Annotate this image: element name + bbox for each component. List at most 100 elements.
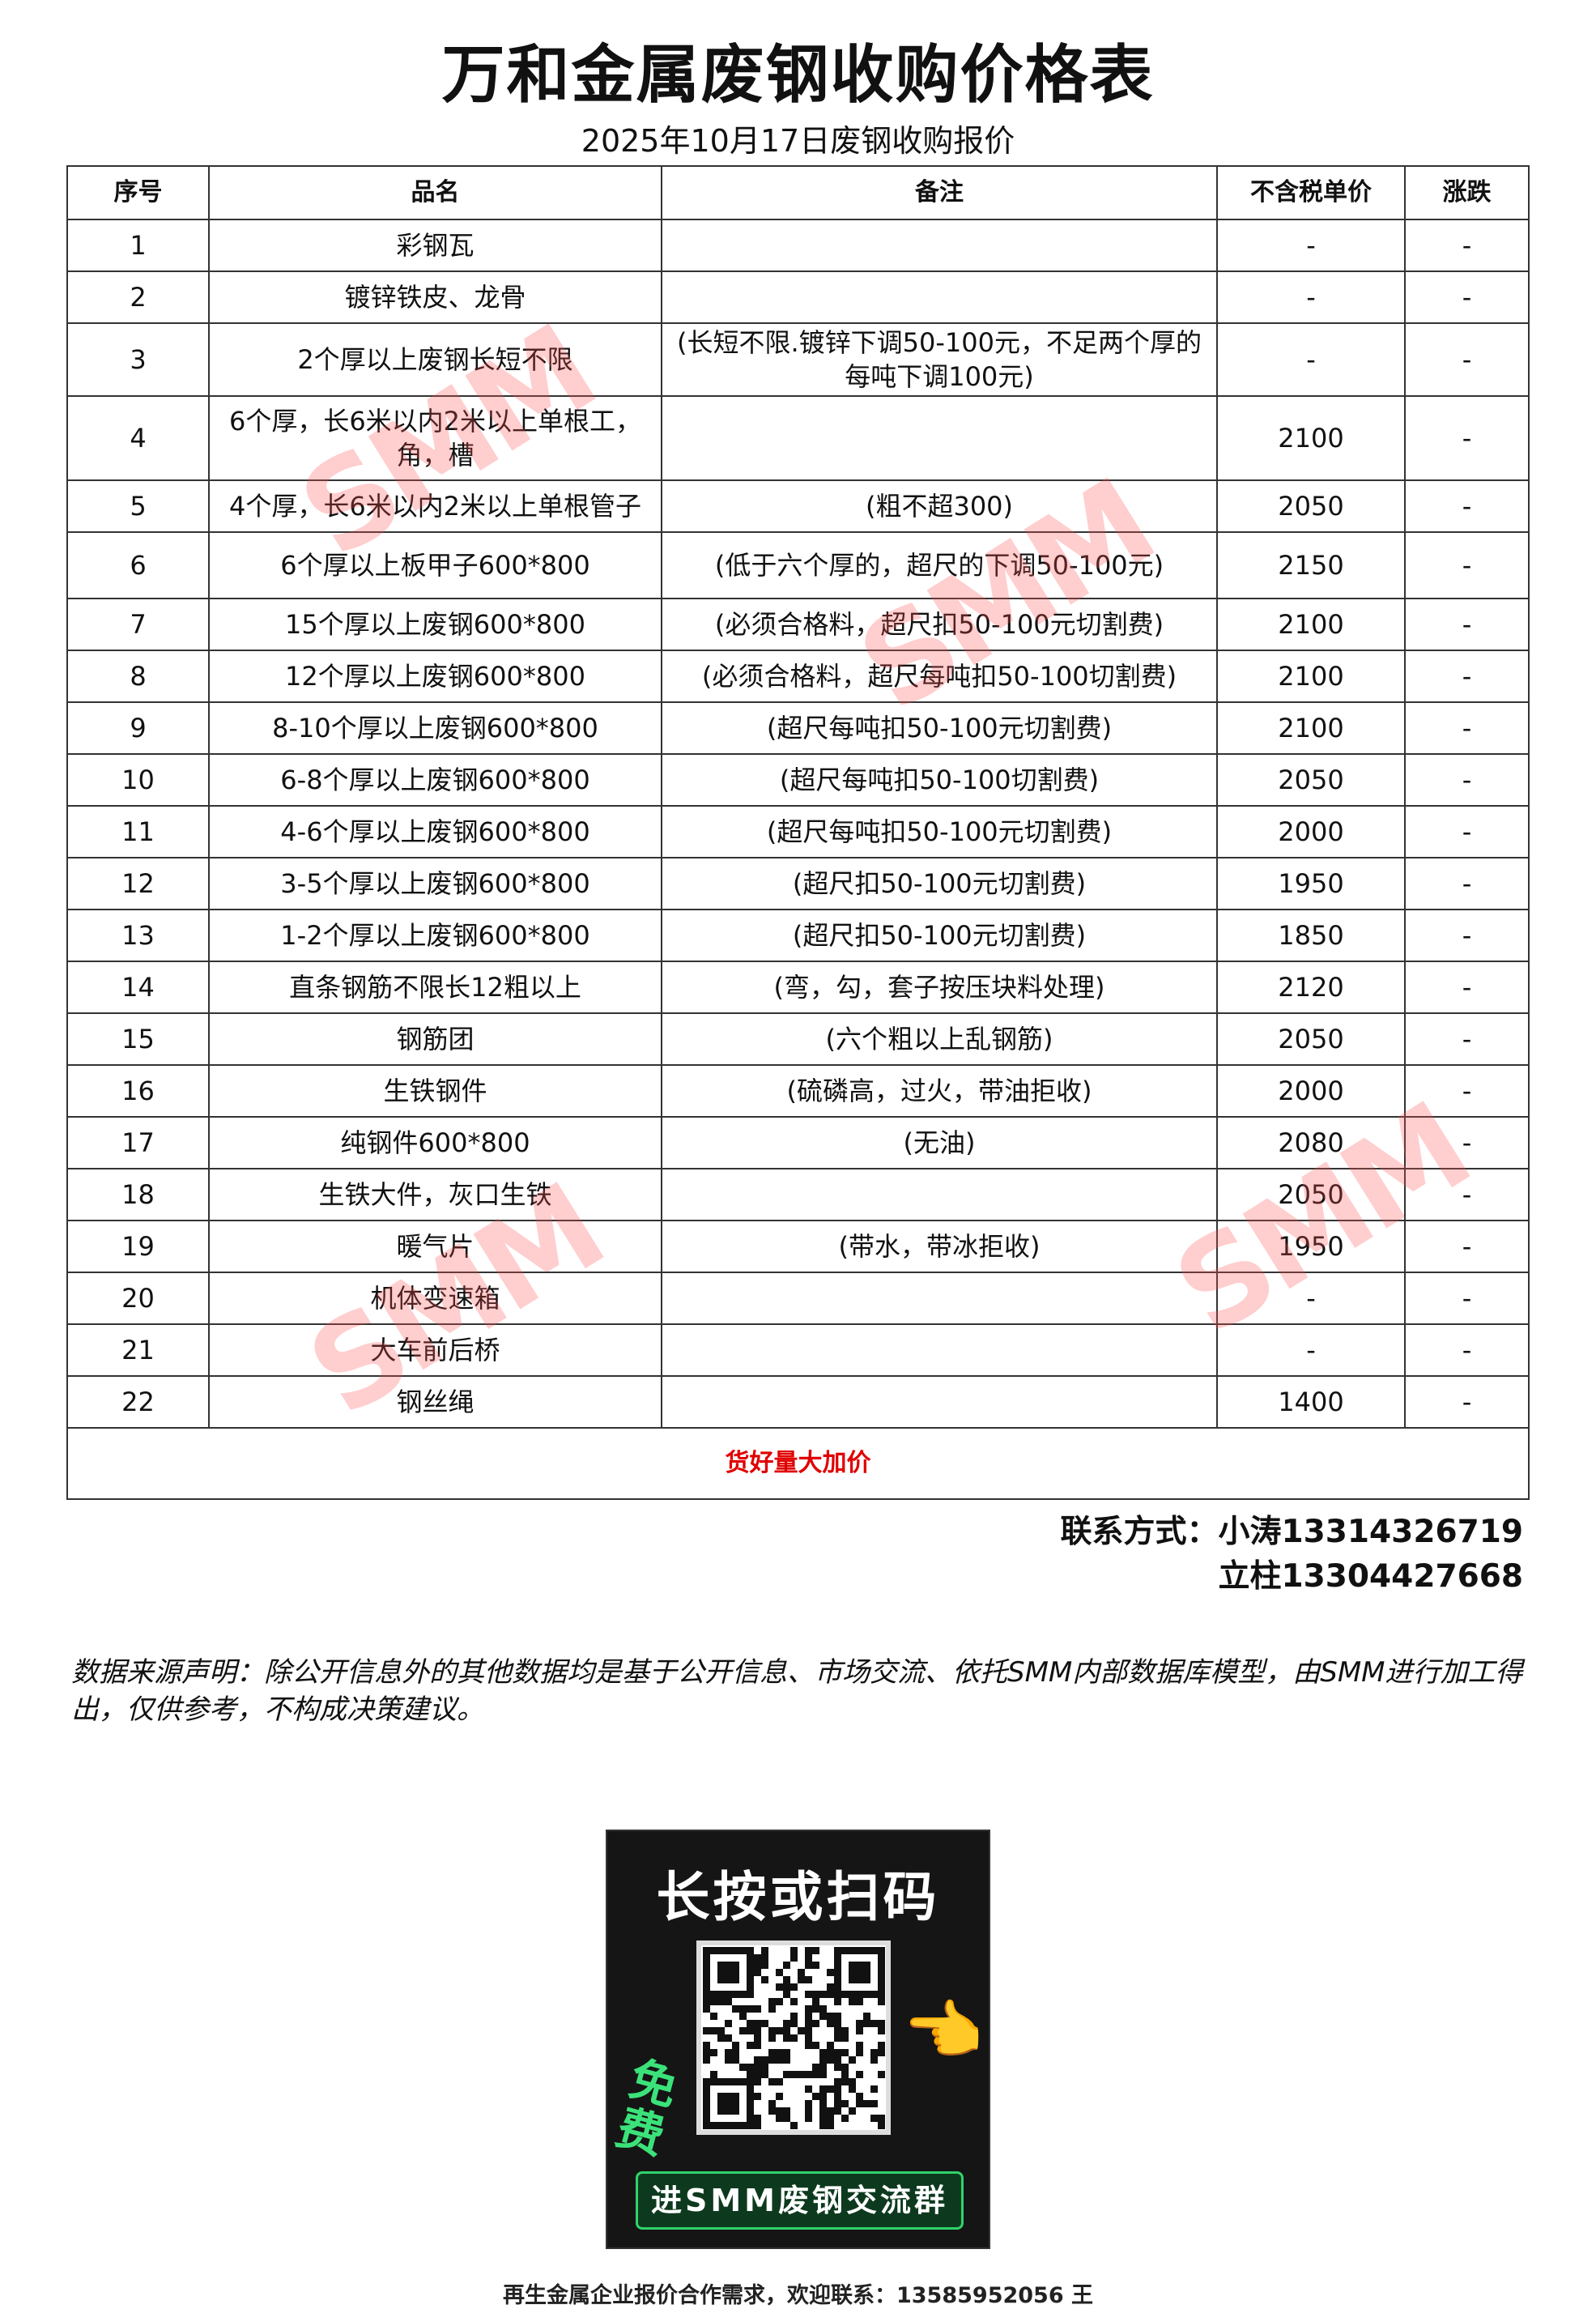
price-table: 序号 品名 备注 不含税单价 涨跌 1 彩钢瓦 - -2 镀锌铁皮、龙骨 - -3 2个厚以上废钢长短…	[66, 165, 1530, 1500]
table-row: 21 大车前后桥 - -	[66, 1323, 1530, 1377]
item-change: -	[1404, 1064, 1530, 1118]
item-note: (超尺扣50-100元切割费)	[661, 909, 1218, 962]
item-price: 2050	[1216, 1168, 1406, 1221]
item-name: 生铁大件，灰口生铁	[208, 1168, 662, 1221]
row-number: 21	[66, 1323, 210, 1377]
item-change: -	[1404, 1220, 1530, 1273]
item-price: -	[1216, 1323, 1406, 1377]
item-name: 4-6个厚以上废钢600*800	[208, 805, 662, 858]
item-note: (粗不超300)	[661, 479, 1218, 533]
item-change: -	[1404, 1116, 1530, 1169]
item-price: 1400	[1216, 1375, 1406, 1429]
row-number: 11	[66, 805, 210, 858]
table-row: 14 直条钢筋不限长12粗以上 (弯，勾，套子按压块料处理) 2120-	[66, 961, 1530, 1014]
item-name: 生铁钢件	[208, 1064, 662, 1118]
row-number: 5	[66, 479, 210, 533]
item-name: 纯钢件600*800	[208, 1116, 662, 1169]
item-note: (硫磷高，过火，带油拒收)	[661, 1064, 1218, 1118]
item-note: (超尺扣50-100元切割费)	[661, 857, 1218, 910]
item-note	[661, 1375, 1218, 1429]
item-change: -	[1404, 1168, 1530, 1221]
qr-title: 长按或扫码	[656, 1866, 940, 1928]
item-note	[661, 271, 1218, 324]
item-note: (无油)	[661, 1116, 1218, 1169]
table-row: 8 12个厚以上废钢600*800 (必须合格料，超尺每吨扣50-100切割费) 21…	[66, 650, 1530, 703]
table-row: 5 4个厚，长6米以内2米以上单根管子 (粗不超300) 2050-	[66, 479, 1530, 533]
table-row: 3 2个厚以上废钢长短不限 (长短不限.镀锌下调50-100元，不足两个厚的每吨下调…	[66, 322, 1530, 397]
qr-promo-card[interactable]: 长按或扫码 👈 免费 进SMM废钢交流群	[606, 1830, 990, 2249]
column-header: 序号	[66, 165, 210, 220]
item-price: 2120	[1216, 961, 1406, 1014]
row-number: 17	[66, 1116, 210, 1169]
footer-contact: 再生金属企业报价合作需求，欢迎联系：13585952056 王	[502, 2283, 1094, 2308]
item-note: (超尺每吨扣50-100元切割费)	[661, 805, 1218, 858]
table-row: 7 15个厚以上废钢600*800 (必须合格料，超尺扣50-100元切割费) 210…	[66, 598, 1530, 651]
table-row: 15 钢筋团 (六个粗以上乱钢筋) 2050-	[66, 1012, 1530, 1066]
qr-free-label: 免费	[611, 2051, 683, 2166]
item-price: 1850	[1216, 909, 1406, 962]
item-note	[661, 1323, 1218, 1377]
item-change: -	[1404, 650, 1530, 703]
row-number: 14	[66, 961, 210, 1014]
page-title: 万和金属废钢收购价格表	[441, 39, 1155, 112]
pointing-hand-icon: 👈	[903, 1993, 984, 2068]
table-row: 1 彩钢瓦 - -	[66, 219, 1530, 272]
column-header: 涨跌	[1404, 165, 1530, 220]
item-name: 6-8个厚以上废钢600*800	[208, 753, 662, 807]
table-row: 9 8-10个厚以上废钢600*800 (超尺每吨扣50-100元切割费) 2100-	[66, 701, 1530, 755]
item-name: 镀锌铁皮、龙骨	[208, 271, 662, 324]
item-price: 2100	[1216, 650, 1406, 703]
contact-line-2: 立柱13304427668	[1218, 1558, 1524, 1595]
qr-code-icon[interactable]	[696, 1940, 891, 2135]
row-number: 4	[66, 395, 210, 481]
table-row: 11 4-6个厚以上废钢600*800 (超尺每吨扣50-100元切割费) 2000-	[66, 805, 1530, 858]
item-name: 2个厚以上废钢长短不限	[208, 322, 662, 397]
item-note	[661, 1168, 1218, 1221]
row-number: 13	[66, 909, 210, 962]
item-name: 钢筋团	[208, 1012, 662, 1066]
item-note: (长短不限.镀锌下调50-100元，不足两个厚的每吨下调100元)	[661, 322, 1218, 397]
item-note: (弯，勾，套子按压块料处理)	[661, 961, 1218, 1014]
table-row: 12 3-5个厚以上废钢600*800 (超尺扣50-100元切割费) 1950-	[66, 857, 1530, 910]
item-change: -	[1404, 219, 1530, 272]
item-price: 2080	[1216, 1116, 1406, 1169]
item-price: 2100	[1216, 701, 1406, 755]
item-price: 2050	[1216, 479, 1406, 533]
item-change: -	[1404, 961, 1530, 1014]
table-row: 22 钢丝绳 1400-	[66, 1375, 1530, 1429]
item-price: 2000	[1216, 1064, 1406, 1118]
table-row: 13 1-2个厚以上废钢600*800 (超尺扣50-100元切割费) 1850-	[66, 909, 1530, 962]
table-row: 2 镀锌铁皮、龙骨 - -	[66, 271, 1530, 324]
row-number: 20	[66, 1272, 210, 1325]
item-name: 钢丝绳	[208, 1375, 662, 1429]
table-row: 17 纯钢件600*800 (无油) 2080-	[66, 1116, 1530, 1169]
table-row: 18 生铁大件，灰口生铁 2050-	[66, 1168, 1530, 1221]
item-note: (超尺每吨扣50-100切割费)	[661, 753, 1218, 807]
item-name: 15个厚以上废钢600*800	[208, 598, 662, 651]
item-price: -	[1216, 271, 1406, 324]
column-header: 备注	[661, 165, 1218, 220]
table-row: 4 6个厚，长6米以内2米以上单根工，角，槽 2100-	[66, 395, 1530, 481]
item-change: -	[1404, 479, 1530, 533]
table-row: 16 生铁钢件 (硫磷高，过火，带油拒收) 2000-	[66, 1064, 1530, 1118]
item-note	[661, 395, 1218, 481]
item-change: -	[1404, 1272, 1530, 1325]
item-price: 2100	[1216, 395, 1406, 481]
row-number: 7	[66, 598, 210, 651]
item-name: 暖气片	[208, 1220, 662, 1273]
row-number: 12	[66, 857, 210, 910]
row-number: 18	[66, 1168, 210, 1221]
item-price: 1950	[1216, 1220, 1406, 1273]
row-number: 1	[66, 219, 210, 272]
row-number: 6	[66, 531, 210, 599]
table-row: 10 6-8个厚以上废钢600*800 (超尺每吨扣50-100切割费) 2050-	[66, 753, 1530, 807]
item-note	[661, 219, 1218, 272]
column-header: 品名	[208, 165, 662, 220]
item-change: -	[1404, 1375, 1530, 1429]
item-name: 彩钢瓦	[208, 219, 662, 272]
promo-text: 货好量大加价	[66, 1427, 1530, 1500]
item-price: 2000	[1216, 805, 1406, 858]
row-number: 22	[66, 1375, 210, 1429]
item-change: -	[1404, 1012, 1530, 1066]
item-name: 大车前后桥	[208, 1323, 662, 1377]
